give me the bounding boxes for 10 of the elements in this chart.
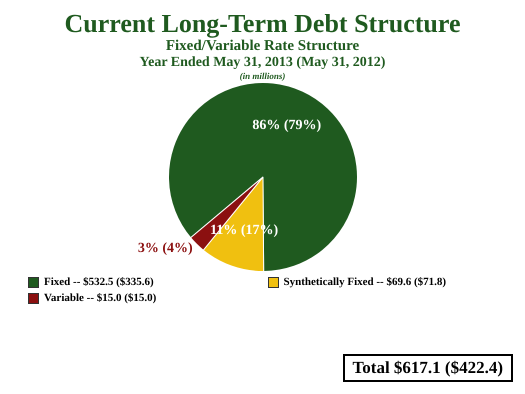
legend-label: Fixed -- $532.5 ($335.6) bbox=[44, 276, 154, 288]
text: Year Ended May 31, 2013 (May 31, 2012) bbox=[138, 55, 386, 71]
text: Total $617.1 ($422.4) bbox=[342, 354, 513, 382]
data-label: 86% (79%) bbox=[252, 118, 322, 134]
legend-label: Synthetically Fixed -- $69.6 ($71.8) bbox=[284, 276, 446, 288]
chart-title: Current Long-Term Debt Structure bbox=[64, 9, 462, 38]
chart-subtitle: Fixed/Variable Rate Structure bbox=[164, 38, 360, 55]
legend-label: Variable -- $15.0 ($15.0) bbox=[44, 292, 156, 304]
text: (in millions) bbox=[238, 71, 286, 82]
data-label: 3% (4%) bbox=[137, 240, 192, 256]
